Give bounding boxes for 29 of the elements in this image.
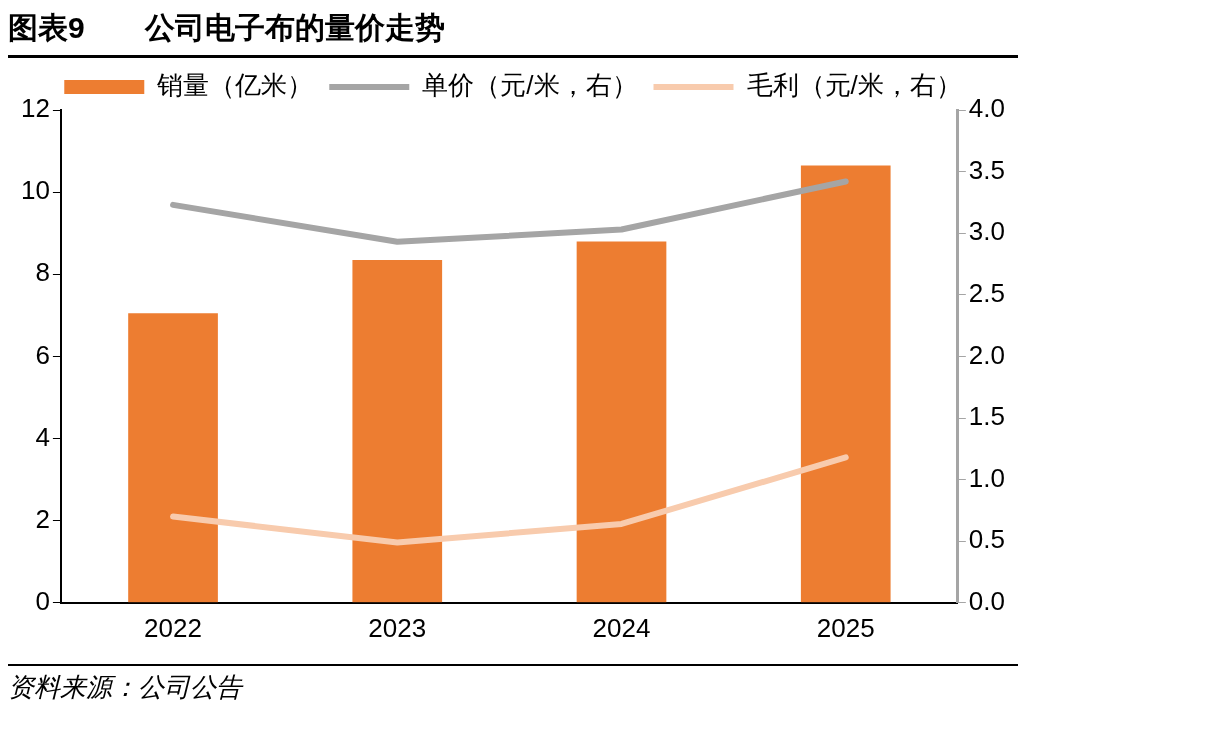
y-tick-label: 0: [35, 585, 50, 616]
y-tick-label: 12: [21, 93, 50, 124]
bar: [128, 313, 218, 603]
x-tick-label: 2024: [592, 612, 651, 643]
y2-tick-label: 2.5: [968, 277, 1006, 308]
y-tick-label: 2: [35, 503, 50, 534]
x-tick-label: 2022: [144, 612, 202, 643]
y2-tick-label: 0.5: [968, 524, 1006, 555]
legend-label: 单价（元/米，右）: [422, 70, 638, 101]
chart-title: 图表9 公司电子布的量价走势: [8, 8, 1018, 58]
legend-label: 毛利（元/米，右）: [746, 70, 962, 101]
text: 资料来源：公司公告: [8, 671, 245, 704]
y2-tick-label: 3.5: [968, 154, 1006, 185]
y2-tick-label: 1.5: [968, 401, 1006, 432]
y2-tick-label: 4.0: [968, 93, 1006, 124]
y2-tick-label: 1.0: [968, 462, 1006, 493]
y2-tick-label: 2.0: [968, 339, 1006, 370]
x-tick-label: 2023: [368, 612, 427, 643]
y-tick-label: 8: [35, 257, 50, 288]
y-tick-label: 4: [35, 421, 50, 452]
bar: [800, 165, 891, 603]
bar: [352, 259, 443, 603]
legend-label: 销量（亿米）: [156, 70, 314, 101]
y2-tick-label: 3.0: [968, 216, 1006, 247]
bar: [576, 241, 667, 603]
y2-tick-label: 0.0: [968, 585, 1006, 616]
y-tick-label: 6: [35, 339, 50, 370]
y-tick-label: 10: [21, 175, 50, 206]
x-tick-label: 2025: [816, 612, 875, 643]
